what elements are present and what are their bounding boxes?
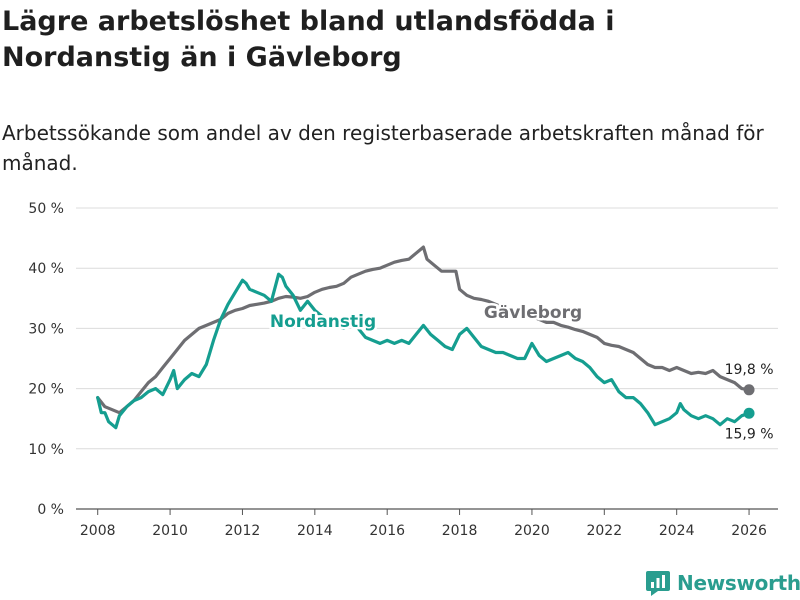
x-tick-label: 2024: [659, 523, 695, 539]
x-tick-label: 2026: [731, 523, 767, 539]
line-chart: 0 % 10 % 20 % 30 % 40 % 50 % 2008 2010 2012 2014…: [28, 201, 778, 539]
series-lines: [96, 245, 755, 430]
brand-logo[interactable]: Newsworthy: [645, 568, 800, 598]
y-tick-label: 50 %: [28, 201, 64, 217]
x-tick-label: 2012: [225, 523, 261, 539]
y-tick-label: 40 %: [28, 261, 64, 277]
grid-lines: [76, 207, 778, 510]
y-tick-label: 20 %: [28, 382, 64, 398]
series-name-label-gavleborg: Gävleborg: [484, 303, 582, 323]
y-tick-label: 0 %: [37, 502, 64, 518]
newsworthy-logo-icon: [646, 571, 670, 596]
x-tick-label: 2020: [514, 523, 550, 539]
chart-subtitle: Arbetssökande som andel av den registerb…: [2, 121, 764, 175]
x-tick-label: 2014: [297, 523, 333, 539]
end-point-gavleborg: [743, 384, 755, 396]
x-axis: 2008 2010 2012 2014 2016 2018 2020 2022 2024 2026: [80, 509, 767, 539]
series-line-nordanstig: [96, 272, 751, 430]
brand-name: Newsworthy: [677, 571, 800, 595]
series-name-halo: Nordanstig: [270, 312, 376, 332]
x-tick-label: 2016: [369, 523, 405, 539]
x-tick-label: 2010: [152, 523, 188, 539]
y-tick-label: 10 %: [28, 442, 64, 458]
x-tick-label: 2008: [80, 523, 116, 539]
y-axis: 0 % 10 % 20 % 30 % 40 % 50 %: [28, 201, 64, 518]
x-tick-label: 2022: [586, 523, 622, 539]
end-value-label-gavleborg: 19,8 %: [725, 362, 774, 378]
x-tick-label: 2018: [442, 523, 478, 539]
chart-title: Lägre arbetslöshet bland utlandsfödda i …: [2, 6, 615, 73]
end-value-label-nordanstig: 15,9 %: [725, 426, 774, 442]
series-name-halo: Gävleborg: [484, 303, 582, 323]
end-point-nordanstig: [743, 407, 755, 419]
series-line-gavleborg: [96, 245, 751, 415]
y-tick-label: 30 %: [28, 321, 64, 337]
series-name-label-nordanstig: Nordanstig: [270, 312, 376, 332]
